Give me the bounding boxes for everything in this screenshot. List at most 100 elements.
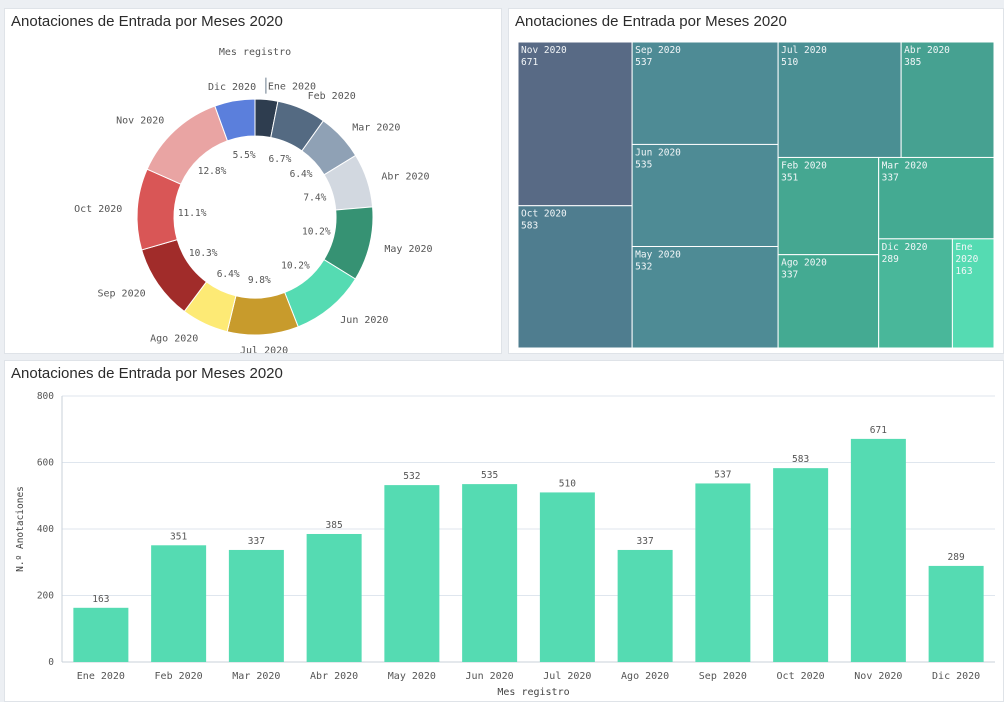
donut-label-dic-2020: Dic 2020 bbox=[208, 82, 256, 93]
x-tick-label-jun-2020: Jun 2020 bbox=[466, 671, 514, 682]
treemap-value-ago-2020: 337 bbox=[781, 270, 798, 281]
bar-value-jun-2020: 535 bbox=[481, 470, 498, 481]
donut-label-sep-2020: Sep 2020 bbox=[97, 289, 145, 300]
donut-label-mar-2020: Mar 2020 bbox=[352, 122, 400, 133]
donut-percent-ago-2020: 6.4% bbox=[217, 269, 240, 280]
bar-value-may-2020: 532 bbox=[403, 471, 420, 482]
treemap-value-sep-2020: 537 bbox=[635, 57, 652, 68]
donut-label-may-2020: May 2020 bbox=[384, 244, 432, 255]
y-tick-label-400: 400 bbox=[37, 524, 54, 535]
bar-ene-2020 bbox=[73, 607, 129, 662]
treemap-value-jun-2020: 535 bbox=[635, 159, 652, 170]
treemap-tile-mar-2020 bbox=[878, 156, 995, 240]
bar-value-ene-2020: 163 bbox=[92, 594, 109, 605]
treemap-label-may-2020: May 2020 bbox=[635, 250, 681, 261]
bar-title: Anotaciones de Entrada por Meses 2020 bbox=[11, 365, 283, 382]
x-axis-label: Mes registro bbox=[497, 687, 569, 698]
treemap-title: Anotaciones de Entrada por Meses 2020 bbox=[515, 13, 787, 30]
donut-label-oct-2020: Oct 2020 bbox=[74, 204, 122, 215]
donut-label-abr-2020: Abr 2020 bbox=[381, 172, 429, 183]
x-tick-label-abr-2020: Abr 2020 bbox=[310, 671, 358, 682]
treemap-label-sep-2020: Sep 2020 bbox=[635, 45, 681, 56]
treemap-tile-nov-2020 bbox=[517, 41, 633, 207]
donut-percent-oct-2020: 11.1% bbox=[178, 208, 207, 219]
donut-percent-jul-2020: 9.8% bbox=[248, 275, 271, 286]
donut-slice-jul-2020 bbox=[226, 291, 299, 336]
donut-percent-abr-2020: 7.4% bbox=[303, 192, 326, 203]
x-tick-label-mar-2020: Mar 2020 bbox=[232, 671, 280, 682]
treemap-value-mar-2020: 337 bbox=[882, 172, 899, 183]
donut-percent-mar-2020: 6.4% bbox=[290, 169, 313, 180]
bar-jun-2020 bbox=[462, 484, 518, 662]
treemap-tile-oct-2020 bbox=[517, 205, 633, 349]
bar-oct-2020 bbox=[773, 468, 829, 662]
donut-label-ago-2020: Ago 2020 bbox=[150, 333, 198, 344]
donut-percent-feb-2020: 6.7% bbox=[268, 154, 291, 165]
treemap-value-feb-2020: 351 bbox=[781, 172, 798, 183]
donut-percent-nov-2020: 12.8% bbox=[198, 166, 227, 177]
treemap-label-oct-2020: Oct 2020 bbox=[521, 209, 567, 220]
y-tick-label-200: 200 bbox=[37, 591, 54, 602]
treemap-panel: Anotaciones de Entrada por Meses 2020 No… bbox=[508, 8, 1004, 354]
treemap-value-oct-2020: 583 bbox=[521, 221, 538, 232]
treemap-value-ene-2020: 163 bbox=[955, 266, 972, 277]
donut-panel: Anotaciones de Entrada por Meses 2020 Me… bbox=[4, 8, 502, 354]
x-tick-label-may-2020: May 2020 bbox=[388, 671, 436, 682]
treemap-tile-abr-2020 bbox=[900, 41, 995, 158]
treemap-label-ene-2020: Ene bbox=[955, 242, 972, 253]
treemap-label-mar-2020: Mar 2020 bbox=[882, 160, 928, 171]
treemap-label-jun-2020: Jun 2020 bbox=[635, 147, 681, 158]
donut-legend-title: Mes registro bbox=[219, 47, 291, 58]
treemap-tile-dic-2020 bbox=[878, 238, 953, 349]
bar-value-abr-2020: 385 bbox=[326, 520, 343, 531]
treemap-value-abr-2020: 385 bbox=[904, 57, 921, 68]
treemap-tile-jun-2020 bbox=[631, 143, 779, 248]
bar-panel: Anotaciones de Entrada por Meses 2020 0 2… bbox=[4, 360, 1004, 702]
bar-nov-2020 bbox=[850, 438, 906, 662]
treemap-tile-ago-2020 bbox=[777, 254, 880, 349]
bar-sep-2020 bbox=[695, 483, 751, 662]
treemap-value-jul-2020: 510 bbox=[781, 57, 798, 68]
donut-label-jul-2020: Jul 2020 bbox=[240, 346, 288, 353]
treemap-value-dic-2020: 289 bbox=[882, 254, 899, 265]
treemap-label-jul-2020: Jul 2020 bbox=[781, 45, 827, 56]
bar-ago-2020 bbox=[617, 549, 673, 662]
donut-label-feb-2020: Feb 2020 bbox=[308, 91, 356, 102]
treemap-value-may-2020: 532 bbox=[635, 262, 652, 273]
donut-chart: Mes registro Ene 2020 6.7% Feb 2020 6.4% Mar … bbox=[74, 47, 432, 353]
treemap-label-abr-2020: Abr 2020 bbox=[904, 45, 950, 56]
treemap-tile-jul-2020 bbox=[777, 41, 902, 158]
bar-jul-2020 bbox=[539, 492, 595, 662]
bar-value-sep-2020: 537 bbox=[714, 469, 731, 480]
bar-chart: 0 200 400 600 800 N.º Anotaciones Mes registro… bbox=[15, 391, 995, 698]
donut-label-ene-2020: Ene 2020 bbox=[268, 82, 316, 93]
treemap-label-ene-2020: 2020 bbox=[955, 254, 978, 265]
treemap-label-dic-2020: Dic 2020 bbox=[882, 242, 928, 253]
donut-percent-dic-2020: 5.5% bbox=[233, 150, 256, 161]
bar-value-nov-2020: 671 bbox=[870, 425, 887, 436]
x-tick-label-oct-2020: Oct 2020 bbox=[777, 671, 825, 682]
bar-dic-2020 bbox=[928, 565, 984, 662]
treemap-tile-may-2020 bbox=[631, 246, 779, 349]
donut-percent-may-2020: 10.2% bbox=[302, 227, 331, 238]
x-tick-label-ago-2020: Ago 2020 bbox=[621, 671, 669, 682]
x-tick-label-ene-2020: Ene 2020 bbox=[77, 671, 125, 682]
y-tick-label-800: 800 bbox=[37, 391, 54, 402]
y-axis-label: N.º Anotaciones bbox=[15, 486, 26, 572]
donut-percent-sep-2020: 10.3% bbox=[189, 248, 218, 259]
bar-value-oct-2020: 583 bbox=[792, 454, 809, 465]
bar-value-jul-2020: 510 bbox=[559, 478, 576, 489]
x-tick-label-dic-2020: Dic 2020 bbox=[932, 671, 980, 682]
donut-slice-dic-2020 bbox=[214, 98, 256, 142]
x-tick-label-sep-2020: Sep 2020 bbox=[699, 671, 747, 682]
bar-feb-2020 bbox=[151, 545, 207, 662]
y-tick-label-600: 600 bbox=[37, 458, 54, 469]
bar-mar-2020 bbox=[228, 549, 284, 662]
donut-percent-jun-2020: 10.2% bbox=[281, 260, 310, 271]
treemap-label-nov-2020: Nov 2020 bbox=[521, 45, 567, 56]
donut-title: Anotaciones de Entrada por Meses 2020 bbox=[11, 13, 283, 30]
donut-label-nov-2020: Nov 2020 bbox=[116, 116, 164, 127]
y-tick-label-0: 0 bbox=[48, 657, 54, 668]
bar-value-feb-2020: 351 bbox=[170, 531, 187, 542]
